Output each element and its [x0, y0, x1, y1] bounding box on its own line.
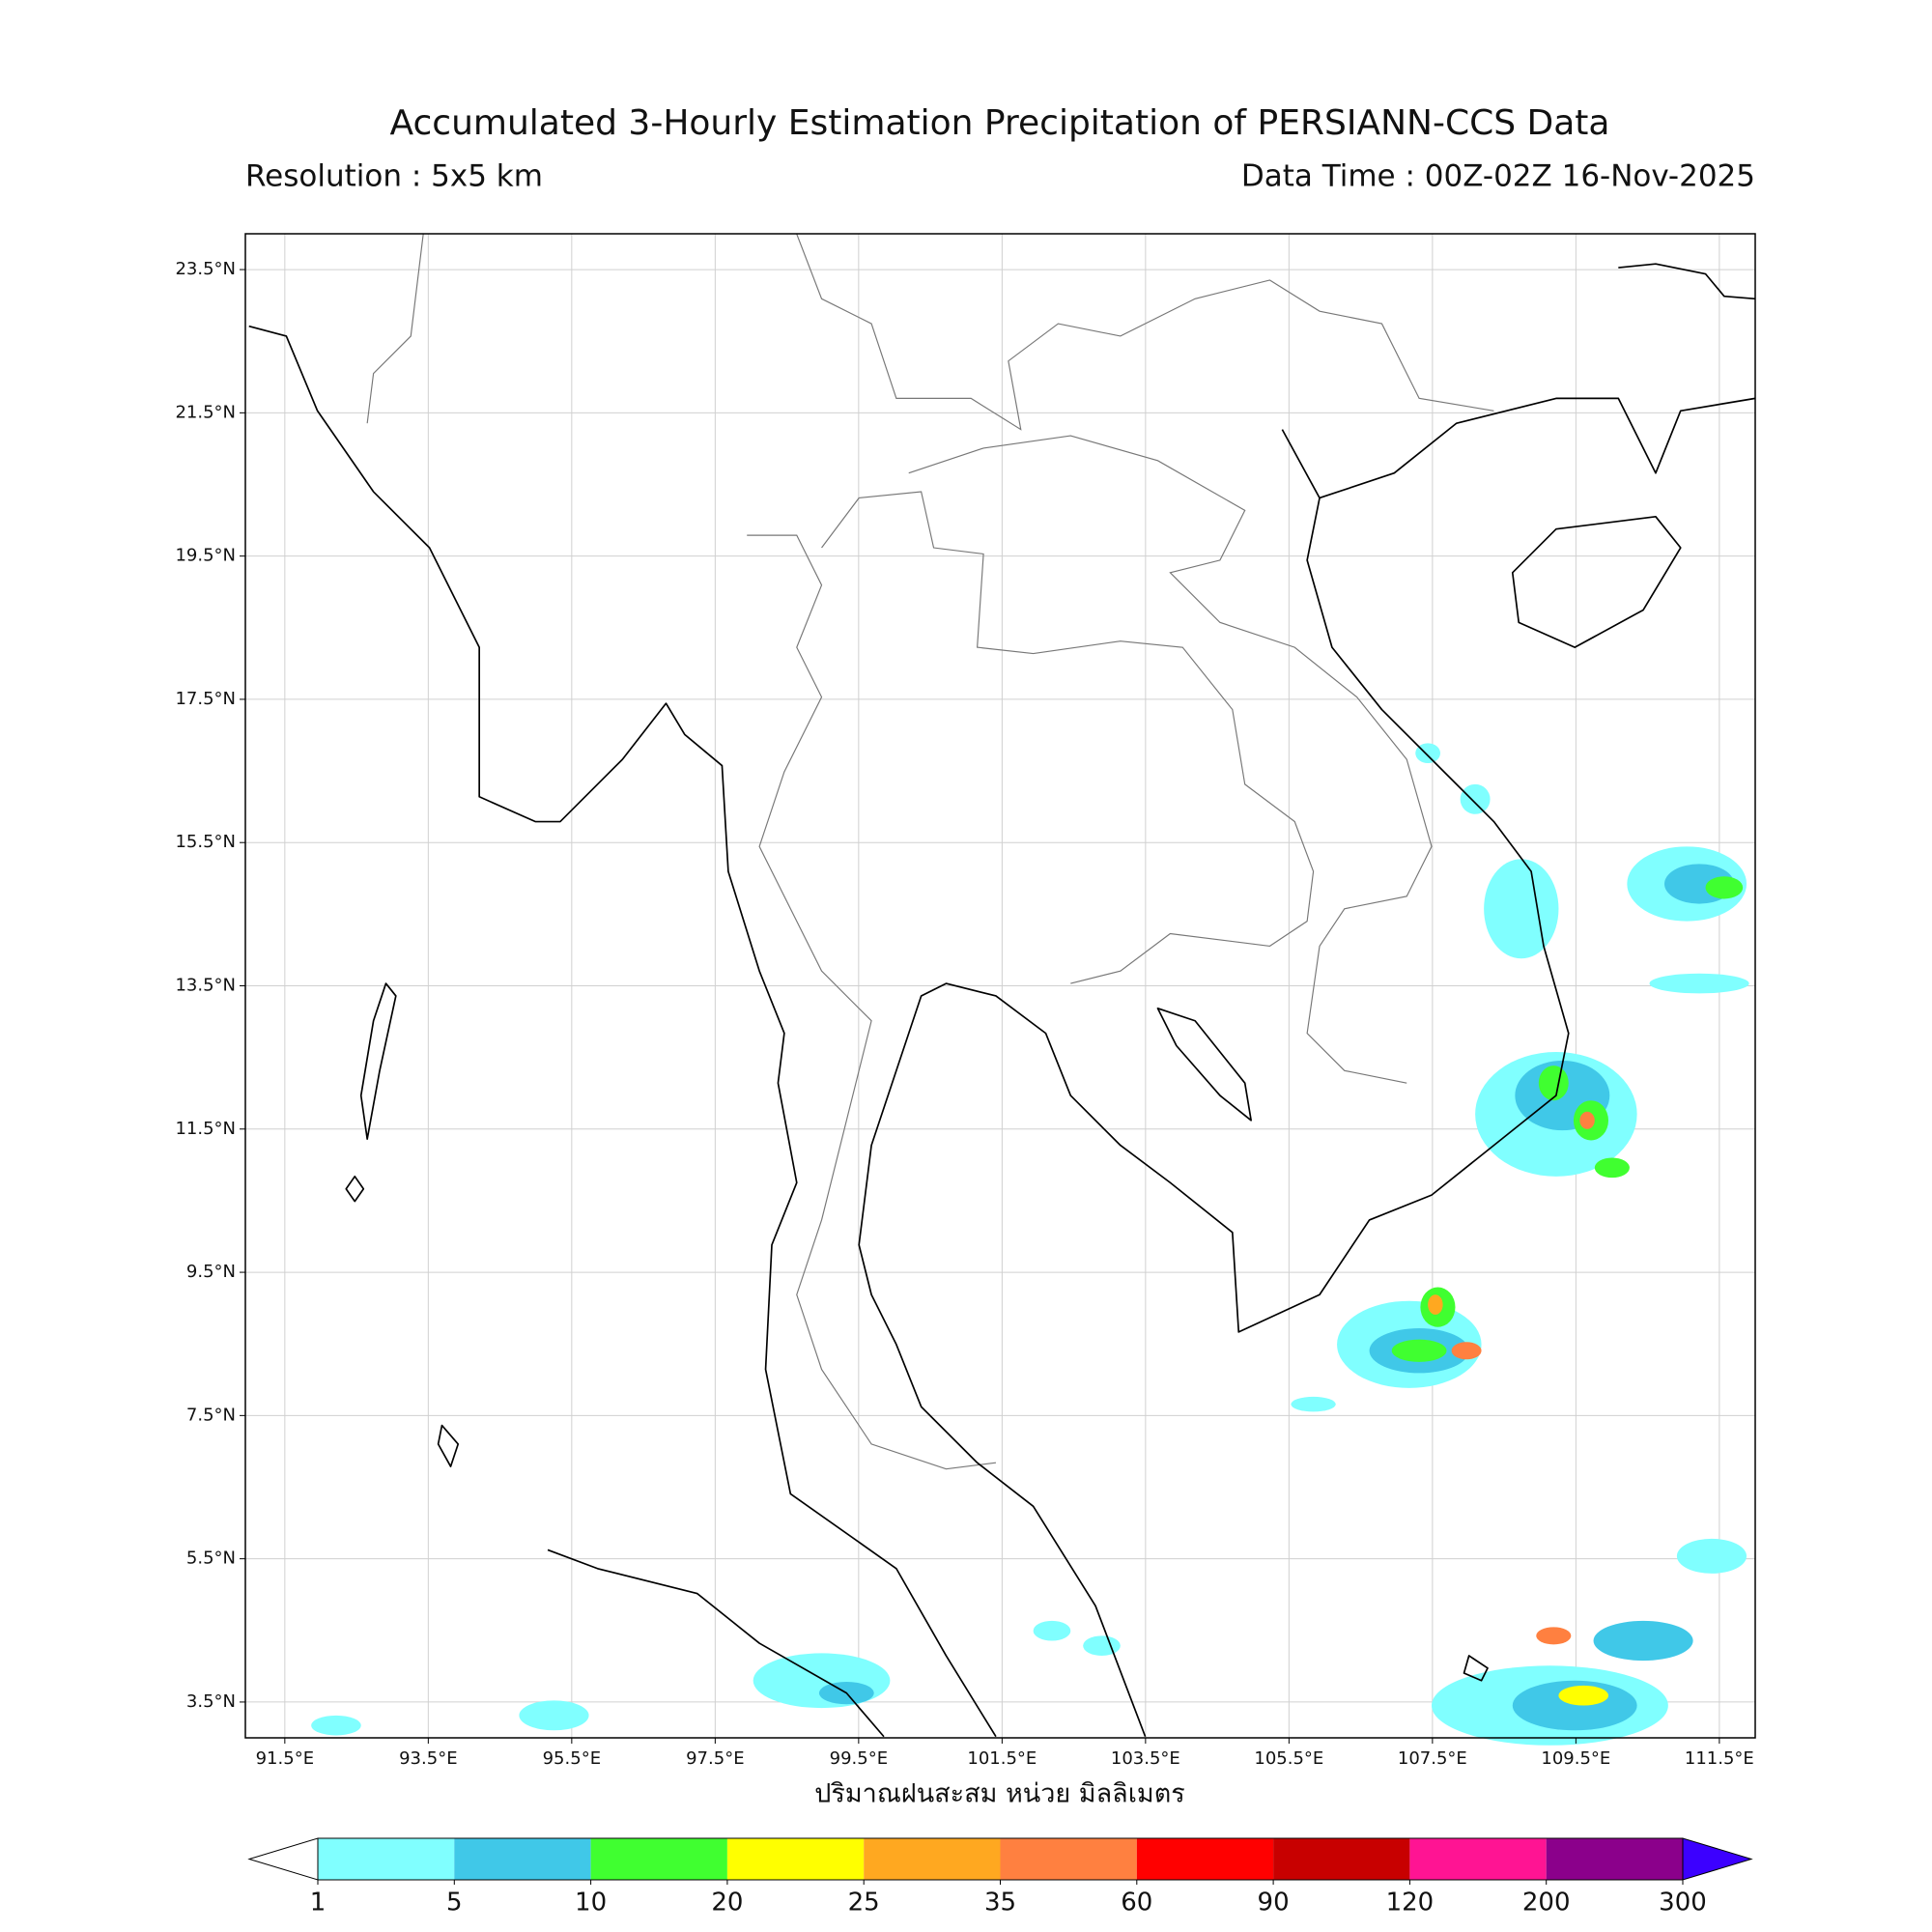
colorbar-over — [1682, 1837, 1753, 1881]
lon-tick-label: 99.5°E — [830, 1748, 888, 1769]
lat-tick-label: 3.5°N — [186, 1691, 236, 1712]
lon-tick-label: 109.5°E — [1541, 1748, 1610, 1769]
lat-tick-label: 7.5°N — [186, 1405, 236, 1425]
colorbar-tick-label: 90 — [1258, 1889, 1290, 1918]
colorbar-segment — [1273, 1838, 1410, 1880]
colorbar-tick-label: 25 — [848, 1889, 880, 1918]
colorbar-label: ปริมาณฝนสะสม หน่วย มิลลิเมตร — [814, 1779, 1185, 1809]
lon-tick-label: 95.5°E — [543, 1748, 601, 1769]
title: Accumulated 3-Hourly Estimation Precipit… — [390, 103, 1610, 143]
colorbar-tick-label: 120 — [1386, 1889, 1435, 1918]
colorbar-tick-label: 200 — [1522, 1889, 1571, 1918]
lon-tick-label: 93.5°E — [399, 1748, 457, 1769]
colorbar-tick-label: 35 — [984, 1889, 1016, 1918]
grid — [245, 234, 1755, 1738]
colorbar-tick-label: 1 — [310, 1889, 327, 1918]
lat-tick-label: 5.5°N — [186, 1548, 236, 1569]
colorbar: 1 5 10 20 25 35 60 90 120 200 300 — [247, 1837, 1753, 1918]
lat-tick-label: 15.5°N — [175, 832, 236, 852]
lat-tick-label: 9.5°N — [186, 1262, 236, 1282]
lat-tick-label: 23.5°N — [175, 259, 236, 279]
lon-tick-label: 103.5°E — [1111, 1748, 1180, 1769]
colorbar-segment — [1409, 1838, 1547, 1880]
lat-tick-label: 19.5°N — [175, 546, 236, 566]
colorbar-segment — [864, 1838, 1001, 1880]
colorbar-tick-label: 5 — [446, 1889, 463, 1918]
colorbar-segment — [318, 1838, 455, 1880]
colorbar-segment — [726, 1838, 865, 1880]
lat-tick-label: 17.5°N — [175, 689, 236, 709]
lat-tick-label: 13.5°N — [175, 976, 236, 996]
colorbar-under — [247, 1837, 319, 1881]
lat-tick-label: 21.5°N — [175, 402, 236, 422]
resolution: Resolution : 5x5 km — [245, 159, 543, 194]
lon-tick-label: 107.5°E — [1398, 1748, 1467, 1769]
colorbar-segment — [1000, 1838, 1137, 1880]
colorbar-segment — [590, 1838, 727, 1880]
lon-tick-label: 105.5°E — [1254, 1748, 1323, 1769]
lon-tick-label: 97.5°E — [686, 1748, 744, 1769]
colorbar-tick-label: 20 — [711, 1889, 743, 1918]
colorbar-segment — [454, 1838, 591, 1880]
lon-tick-label: 101.5°E — [967, 1748, 1037, 1769]
colorbar-segment — [1136, 1838, 1274, 1880]
basemap — [248, 234, 1756, 1746]
data-time: Data Time : 00Z-02Z 16-Nov-2025 — [1241, 159, 1755, 194]
lat-tick-label: 11.5°N — [175, 1119, 236, 1139]
lon-tick-label: 91.5°E — [256, 1748, 314, 1769]
colorbar-tick-label: 300 — [1659, 1889, 1707, 1918]
colorbar-segment — [1546, 1838, 1683, 1880]
lon-tick-label: 111.5°E — [1685, 1748, 1754, 1769]
colorbar-tick-label: 10 — [575, 1889, 607, 1918]
colorbar-tick-label: 60 — [1121, 1889, 1152, 1918]
precipitation — [311, 743, 1749, 1746]
